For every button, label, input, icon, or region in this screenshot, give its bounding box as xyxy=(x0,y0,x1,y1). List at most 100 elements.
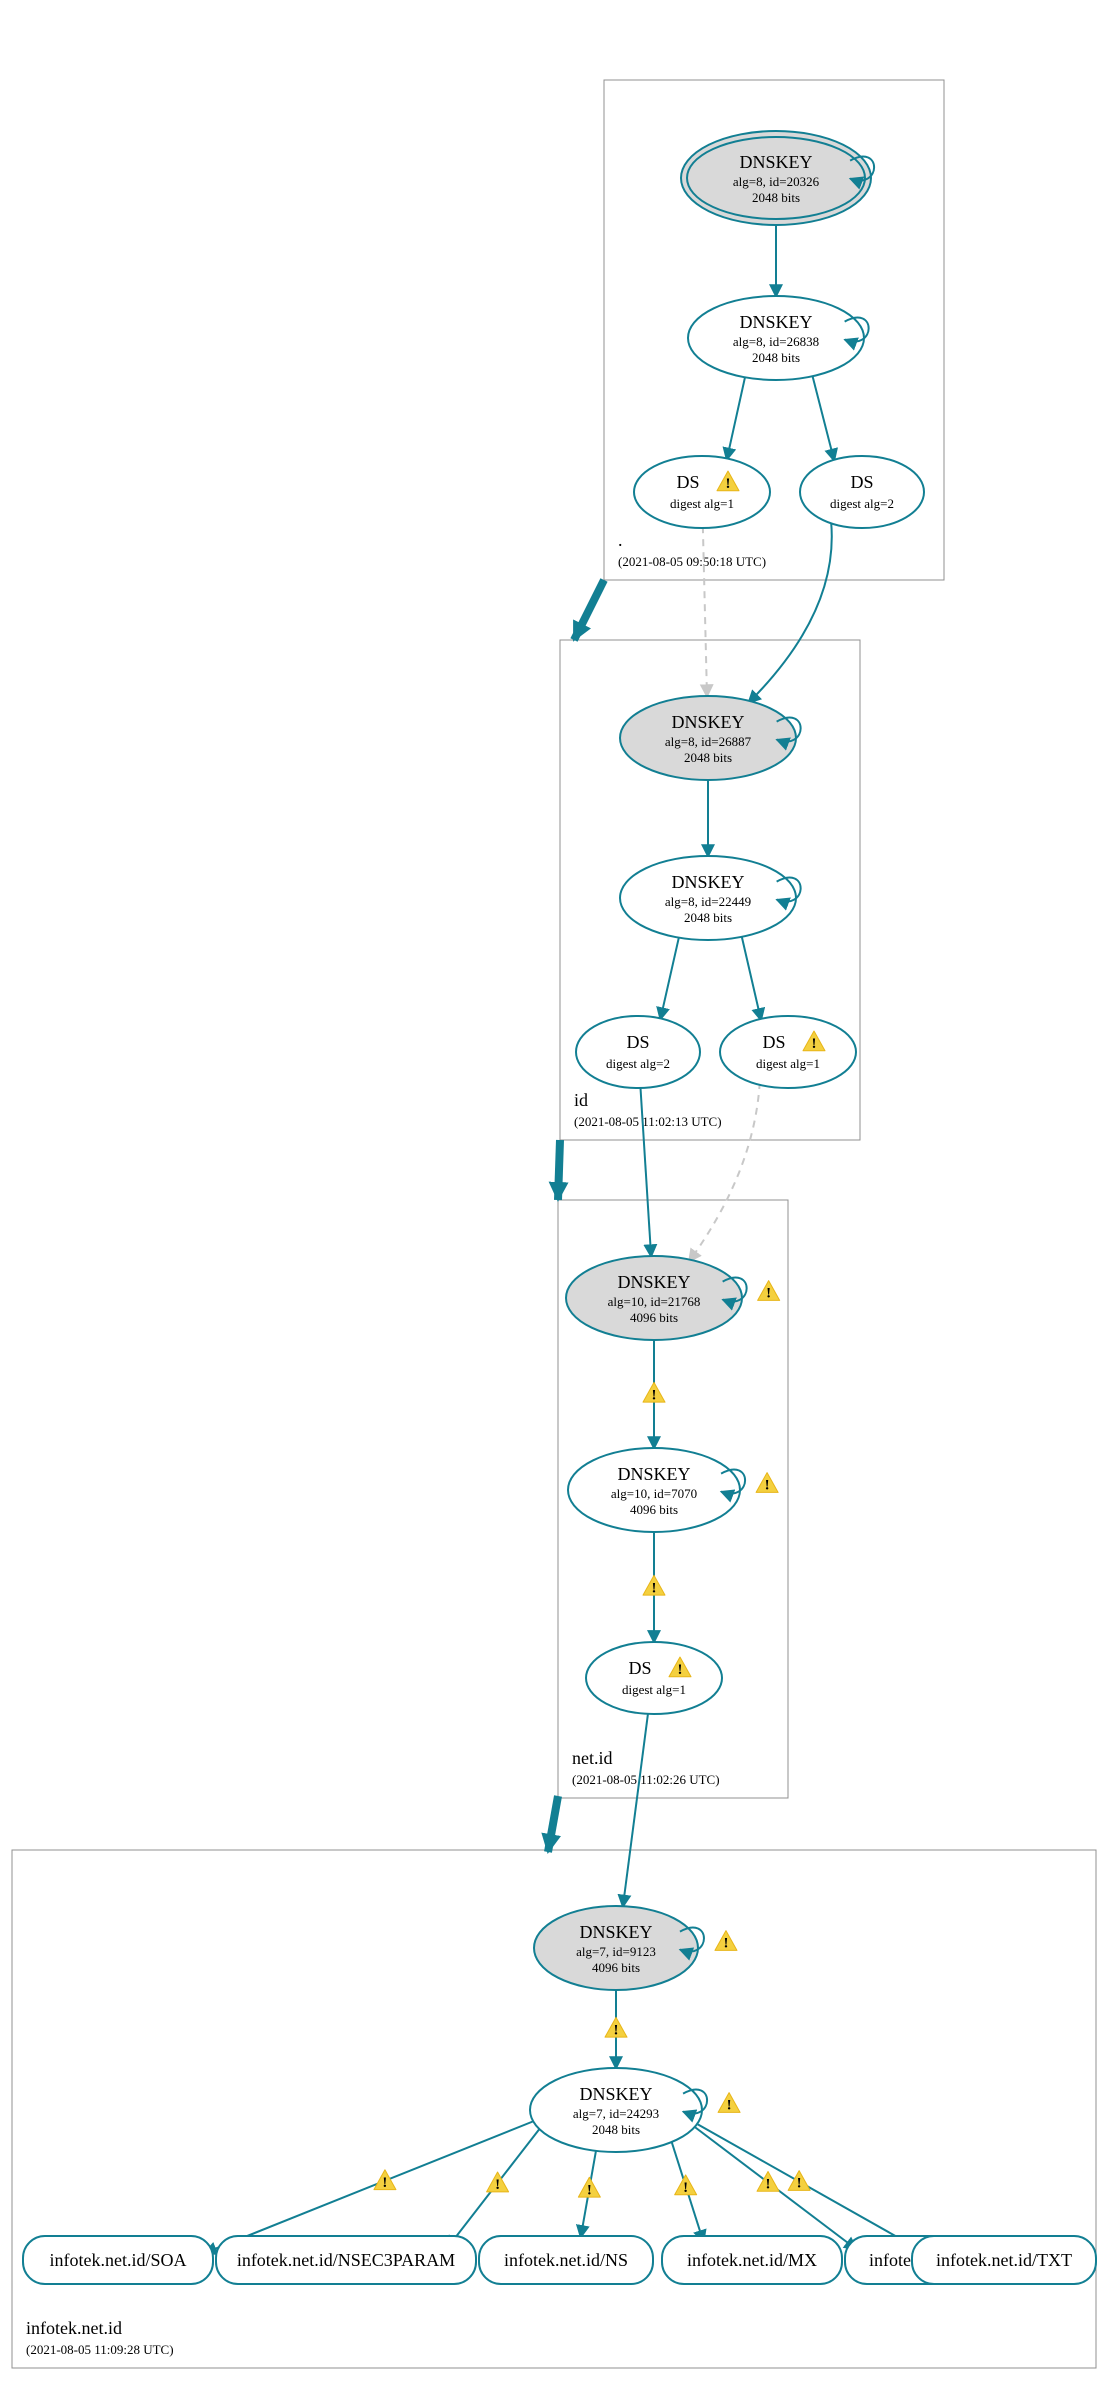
node-title: DNSKEY xyxy=(579,1922,652,1942)
warning-icon: ! xyxy=(757,2171,779,2192)
svg-text:digest alg=2: digest alg=2 xyxy=(606,1056,670,1071)
svg-text:!: ! xyxy=(812,1036,817,1052)
node-netid_zsk: ! DNSKEY alg=10, id=70704096 bits xyxy=(568,1448,778,1532)
rrset-rr_nsec3: infotek.net.id/NSEC3PARAM xyxy=(216,2236,476,2284)
svg-text:!: ! xyxy=(727,2098,732,2114)
svg-text:!: ! xyxy=(723,1936,728,1952)
svg-text:(2021-08-05 11:09:28 UTC): (2021-08-05 11:09:28 UTC) xyxy=(26,2342,174,2357)
svg-text:alg=8, id=26838: alg=8, id=26838 xyxy=(733,334,819,349)
node-info_ksk: ! DNSKEY alg=7, id=91234096 bits xyxy=(534,1906,737,1990)
svg-text:.: . xyxy=(618,530,623,550)
svg-text:alg=8, id=22449: alg=8, id=22449 xyxy=(665,894,751,909)
svg-text:4096 bits: 4096 bits xyxy=(592,1960,640,1975)
node-netid_ksk: ! DNSKEY alg=10, id=217684096 bits xyxy=(566,1256,780,1340)
svg-text:2048 bits: 2048 bits xyxy=(752,190,800,205)
node-netid_ds1: DS! digest alg=1 xyxy=(586,1642,722,1714)
rrset-label: infotek.net.id/NSEC3PARAM xyxy=(237,2250,455,2270)
svg-text:2048 bits: 2048 bits xyxy=(752,350,800,365)
svg-text:!: ! xyxy=(495,2177,500,2193)
svg-text:2048 bits: 2048 bits xyxy=(684,750,732,765)
rrset-rr_ns: infotek.net.id/NS xyxy=(479,2236,653,2284)
rrsets-layer: infotek.net.id/SOA infotek.net.id/NSEC3PA… xyxy=(23,2236,1096,2284)
svg-text:digest alg=1: digest alg=1 xyxy=(670,496,734,511)
svg-text:!: ! xyxy=(766,2176,771,2192)
svg-text:!: ! xyxy=(652,1580,657,1596)
warning-icon: ! xyxy=(718,2093,740,2114)
svg-text:!: ! xyxy=(683,2180,688,2196)
edge xyxy=(623,1712,648,1907)
rrset-rr_soa: infotek.net.id/SOA xyxy=(23,2236,213,2284)
rrset-rr_mx: infotek.net.id/MX xyxy=(662,2236,842,2284)
node-id_ds1: DS! digest alg=1 xyxy=(720,1016,856,1088)
svg-text:4096 bits: 4096 bits xyxy=(630,1310,678,1325)
edge xyxy=(698,2124,923,2251)
warning-icon: ! xyxy=(643,1575,665,1596)
edge xyxy=(640,1086,651,1257)
svg-text:!: ! xyxy=(382,2175,387,2191)
warning-icon: ! xyxy=(374,2170,396,2191)
node-title: DS xyxy=(628,1658,651,1678)
svg-text:alg=8, id=20326: alg=8, id=20326 xyxy=(733,174,820,189)
delegation-arrow xyxy=(574,580,604,640)
node-title: DS xyxy=(762,1032,785,1052)
rrset-label: infotek.net.id/TXT xyxy=(936,2250,1072,2270)
zones-layer: . (2021-08-05 09:50:18 UTC) id (2021-08-05 … xyxy=(12,80,1096,2368)
svg-text:!: ! xyxy=(652,1387,657,1403)
node-root_ksk: DNSKEY alg=8, id=203262048 bits xyxy=(681,131,874,225)
svg-text:(2021-08-05 11:02:26 UTC): (2021-08-05 11:02:26 UTC) xyxy=(572,1772,720,1787)
edge xyxy=(748,521,832,703)
rrset-rr_txt: infotek.net.id/TXT xyxy=(912,2236,1096,2284)
svg-text:!: ! xyxy=(766,1286,771,1302)
node-root_zsk: DNSKEY alg=8, id=268382048 bits xyxy=(688,296,869,380)
svg-text:2048 bits: 2048 bits xyxy=(592,2122,640,2137)
dnssec-diagram: . (2021-08-05 09:50:18 UTC) id (2021-08-05 … xyxy=(0,0,1108,2382)
svg-text:alg=10, id=7070: alg=10, id=7070 xyxy=(611,1486,697,1501)
node-info_zsk: !DNSKEYalg=7, id=242932048 bits xyxy=(530,2068,740,2152)
node-id_ksk: DNSKEYalg=8, id=268872048 bits xyxy=(620,696,801,780)
nodes-layer: DNSKEYalg=8, id=203262048 bitsDNSKEYalg=… xyxy=(530,131,924,2152)
node-title: DNSKEY xyxy=(617,1464,690,1484)
svg-text:!: ! xyxy=(587,2182,592,2198)
node-title: DS xyxy=(676,472,699,492)
svg-text:2048 bits: 2048 bits xyxy=(684,910,732,925)
svg-text:infotek.net.id: infotek.net.id xyxy=(26,2318,122,2338)
warning-icon: ! xyxy=(675,2175,697,2196)
edge xyxy=(660,934,679,1020)
svg-text:!: ! xyxy=(765,1478,770,1494)
node-title: DS xyxy=(626,1032,649,1052)
svg-text:!: ! xyxy=(678,1662,683,1678)
svg-text:id: id xyxy=(574,1090,588,1110)
svg-text:digest alg=1: digest alg=1 xyxy=(756,1056,820,1071)
svg-text:!: ! xyxy=(797,2176,802,2192)
edge xyxy=(204,2122,533,2254)
svg-text:!: ! xyxy=(726,476,731,492)
edge xyxy=(741,933,761,1020)
svg-text:alg=7, id=9123: alg=7, id=9123 xyxy=(576,1944,656,1959)
svg-text:alg=10, id=21768: alg=10, id=21768 xyxy=(608,1294,701,1309)
edge xyxy=(812,373,835,461)
node-id_ds2: DS digest alg=2 xyxy=(576,1016,700,1088)
delegation-arrow xyxy=(548,1796,558,1852)
node-title: DNSKEY xyxy=(739,312,812,332)
node-title: DNSKEY xyxy=(617,1272,690,1292)
warning-icon: ! xyxy=(578,2177,600,2198)
node-title: DNSKEY xyxy=(739,152,812,172)
warning-icon: ! xyxy=(788,2171,810,2192)
edge xyxy=(703,526,707,697)
warning-icon: ! xyxy=(605,2017,627,2038)
node-root_ds1: DS! digest alg=1 xyxy=(634,456,770,528)
svg-text:digest alg=2: digest alg=2 xyxy=(830,496,894,511)
svg-text:!: ! xyxy=(614,2022,619,2038)
warning-icon: ! xyxy=(715,1931,737,1952)
warning-icon: ! xyxy=(756,1473,778,1494)
svg-text:(2021-08-05 09:50:18 UTC): (2021-08-05 09:50:18 UTC) xyxy=(618,554,766,569)
svg-text:alg=7, id=24293: alg=7, id=24293 xyxy=(573,2106,659,2121)
node-id_zsk: DNSKEYalg=8, id=224492048 bits xyxy=(620,856,801,940)
delegation-arrow xyxy=(558,1140,560,1200)
node-title: DNSKEY xyxy=(671,712,744,732)
svg-text:net.id: net.id xyxy=(572,1748,613,1768)
rrset-label: infotek.net.id/MX xyxy=(687,2250,817,2270)
svg-text:digest alg=1: digest alg=1 xyxy=(622,1682,686,1697)
svg-text:4096 bits: 4096 bits xyxy=(630,1502,678,1517)
rrset-label: infotek.net.id/NS xyxy=(504,2250,628,2270)
